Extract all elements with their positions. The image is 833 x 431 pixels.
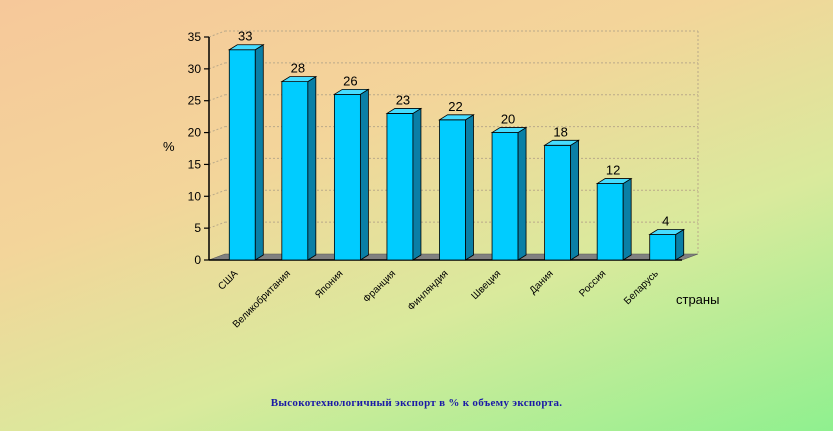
bar-front <box>649 234 677 261</box>
y-tick-label: 5 <box>194 221 201 235</box>
chart-caption: Высокотехнологичный экспорт в % к объему… <box>270 397 563 409</box>
bar-value-label: 33 <box>238 29 252 44</box>
bar-front <box>228 49 256 261</box>
x-tick-label: Швеция <box>469 268 503 302</box>
y-axis-label: % <box>163 139 175 154</box>
bar-value-label: 20 <box>501 112 515 127</box>
x-tick-label: Финляндия <box>406 268 451 313</box>
bar-value-label: 22 <box>448 99 462 114</box>
chart-bars <box>227 44 686 261</box>
bar-front <box>439 119 466 261</box>
bar-front <box>386 113 414 261</box>
bar-front <box>491 132 519 261</box>
bar-value-label: 4 <box>662 214 669 229</box>
gridline-diagonal <box>208 126 226 134</box>
x-tick-label: Франция <box>361 268 398 305</box>
bar-front <box>544 144 572 261</box>
bar-top <box>280 76 318 82</box>
x-tick-label: Дания <box>528 268 556 296</box>
gridline-diagonal <box>208 62 226 70</box>
x-tick-label: Россия <box>577 268 608 299</box>
bar-value-label: 23 <box>396 92 410 107</box>
gridline-diagonal <box>208 189 226 197</box>
x-axis-label: страны <box>676 292 720 307</box>
bar-top <box>438 114 475 121</box>
bar-front <box>333 93 361 261</box>
bar-side <box>570 139 580 261</box>
x-tick-label: Великобритания <box>230 268 293 331</box>
y-tick-label: 10 <box>188 189 202 203</box>
bar-side <box>307 75 317 261</box>
gridline-diagonal <box>208 30 226 38</box>
gridline-diagonal <box>208 221 226 229</box>
bar-top <box>385 108 423 114</box>
x-tick-label: Япония <box>313 268 345 300</box>
bar-top <box>227 44 265 51</box>
y-tick-label: 20 <box>188 126 202 140</box>
bar-side <box>622 177 632 261</box>
y-tick-label: 15 <box>188 157 202 171</box>
bar-side <box>412 107 422 261</box>
y-tick-label: 35 <box>188 30 202 44</box>
bar-value-label: 18 <box>553 124 567 139</box>
gridline-diagonal <box>208 157 226 165</box>
bar-front <box>596 183 624 261</box>
bar-top <box>490 127 528 133</box>
gridline-diagonal <box>208 94 226 102</box>
bar-top <box>332 88 370 95</box>
y-tick-label: 25 <box>188 94 202 108</box>
bar-front <box>281 81 309 261</box>
bar-side <box>465 114 474 261</box>
bar-side <box>359 88 369 261</box>
bar-side <box>254 44 264 261</box>
x-tick-label: США <box>216 268 240 292</box>
bar-value-label: 12 <box>606 163 620 178</box>
y-tick-label: 0 <box>194 253 201 267</box>
bar-top <box>648 229 686 235</box>
bar-value-label: 28 <box>291 61 305 76</box>
x-tick-label: Беларусь <box>622 268 661 307</box>
bar-top <box>595 178 633 184</box>
bar-value-label: 26 <box>343 73 357 88</box>
y-tick-label: 30 <box>188 62 202 76</box>
bar-top <box>543 139 581 146</box>
bar-side <box>517 126 527 261</box>
